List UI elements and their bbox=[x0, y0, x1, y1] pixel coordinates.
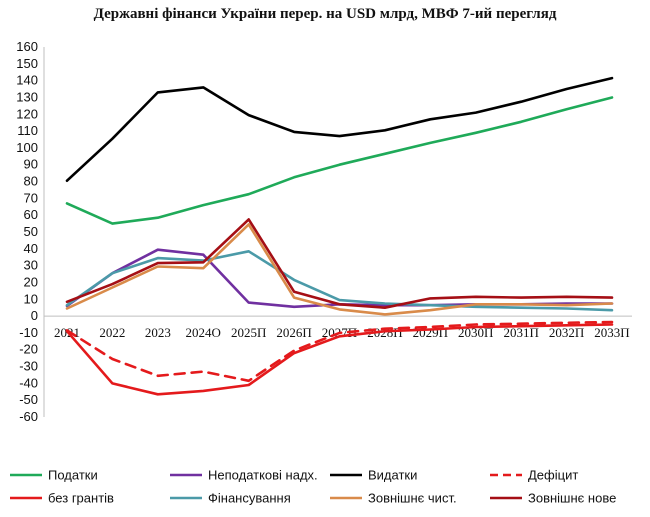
y-tick-label: 30 bbox=[24, 258, 38, 273]
y-tick-label: 130 bbox=[16, 89, 38, 104]
x-tick-label: 2028П bbox=[367, 325, 402, 340]
y-tick-label: 90 bbox=[24, 157, 38, 172]
x-tick-label: 2026П bbox=[276, 325, 311, 340]
legend-label: Дефіцит bbox=[528, 468, 578, 483]
y-tick-label: -10 bbox=[19, 325, 38, 340]
legend-label: Зовнішнє чист. bbox=[368, 491, 457, 506]
y-tick-label: 50 bbox=[24, 224, 38, 239]
legend-label: Податки bbox=[48, 468, 98, 483]
series-line bbox=[65, 76, 614, 182]
y-tick-label: -50 bbox=[19, 392, 38, 407]
y-tick-label: 0 bbox=[31, 308, 38, 323]
x-tick-label: 2033П bbox=[594, 325, 629, 340]
x-tick-label: 2023 bbox=[145, 325, 171, 340]
y-tick-label: 60 bbox=[24, 207, 38, 222]
x-tick-label: 2030П bbox=[458, 325, 493, 340]
y-tick-label: 160 bbox=[16, 39, 38, 54]
legend-label: Видатки bbox=[368, 468, 417, 483]
x-tick-label: 2024О bbox=[186, 325, 221, 340]
y-tick-label: 80 bbox=[24, 174, 38, 189]
y-tick-label: 140 bbox=[16, 73, 38, 88]
x-tick-label: 2032П bbox=[549, 325, 584, 340]
y-tick-label: 70 bbox=[24, 190, 38, 205]
series-line bbox=[65, 218, 614, 310]
chart-title: Державні фінанси України перер. на USD м… bbox=[93, 6, 557, 22]
y-tick-label: 120 bbox=[16, 106, 38, 121]
series-line bbox=[65, 96, 614, 225]
legend-label: Неподаткові надх. bbox=[208, 468, 318, 483]
y-tick-label: -20 bbox=[19, 342, 38, 357]
series-line bbox=[65, 320, 614, 383]
legend-label: без грантів bbox=[48, 491, 114, 506]
y-tick-label: 100 bbox=[16, 140, 38, 155]
legend-label: Зовнішнє нове bbox=[528, 491, 616, 506]
legend-label: Фінансування bbox=[208, 491, 291, 506]
x-tick-label: 2022 bbox=[99, 325, 125, 340]
x-tick-label: 2025П bbox=[231, 325, 266, 340]
y-tick-label: -30 bbox=[19, 359, 38, 374]
series-line bbox=[65, 250, 614, 312]
y-tick-label: 110 bbox=[17, 123, 38, 138]
series-line bbox=[65, 323, 614, 396]
y-tick-label: -40 bbox=[19, 375, 38, 390]
y-tick-label: 150 bbox=[16, 56, 38, 71]
y-tick-label: 20 bbox=[24, 274, 38, 289]
series-line bbox=[65, 223, 614, 316]
x-tick-label: 2031П bbox=[503, 325, 538, 340]
y-tick-label: 40 bbox=[24, 241, 38, 256]
y-tick-label: 10 bbox=[24, 291, 38, 306]
y-tick-label: -60 bbox=[19, 409, 38, 424]
